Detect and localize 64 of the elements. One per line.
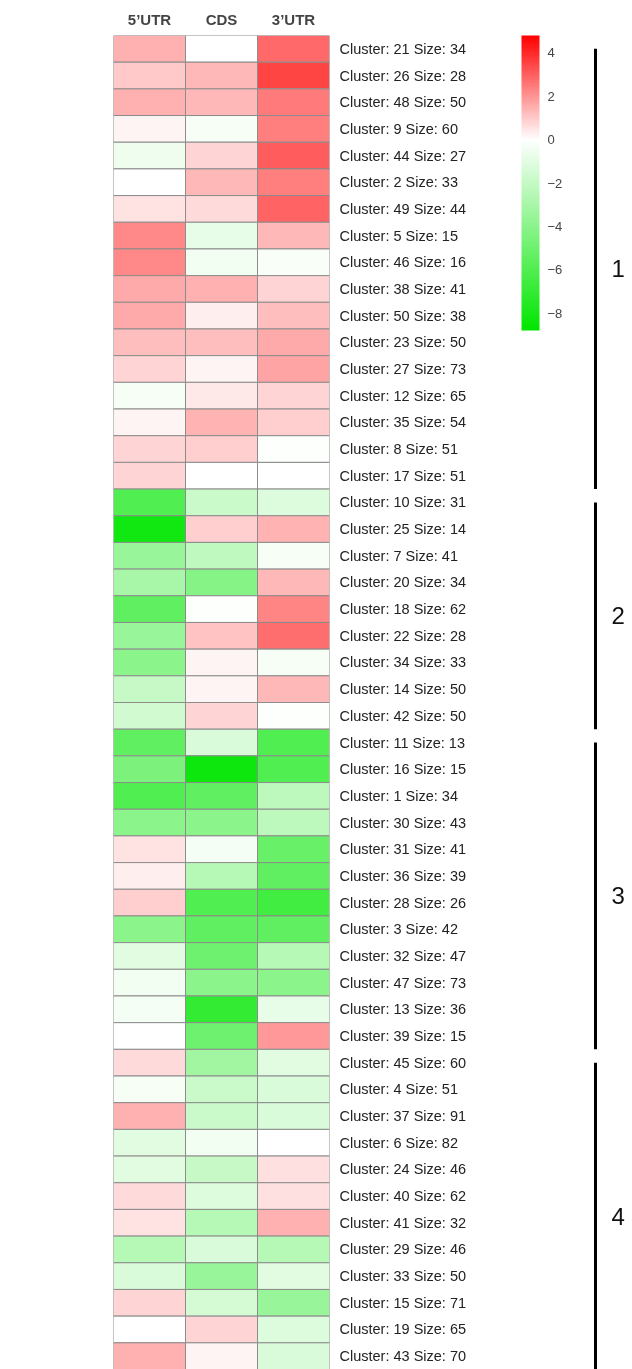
y-tick-label: Cluster: 19 Size: 65 <box>339 1321 467 1338</box>
y-tick-label: Cluster: 8 Size: 51 <box>339 441 458 458</box>
y-tick-label: Cluster: 23 Size: 50 <box>339 334 467 351</box>
x-tick-label: 5’UTR <box>127 10 172 28</box>
y-tick-label: Cluster: 34 Size: 33 <box>339 654 467 671</box>
text: 4 <box>611 1202 625 1230</box>
y-tick-label: Cluster: 49 Size: 44 <box>339 200 467 217</box>
y-tick-label: Cluster: 42 Size: 50 <box>339 707 467 724</box>
y-tick-label: Cluster: 29 Size: 46 <box>339 1241 467 1258</box>
y-tick-label: Cluster: 46 Size: 16 <box>339 254 467 271</box>
color-bar-label: −6 <box>547 262 563 278</box>
y-tick-label: Cluster: 9 Size: 60 <box>339 120 458 137</box>
y-tick-label: Cluster: 4 Size: 51 <box>339 1081 458 1098</box>
y-tick-label: Cluster: 27 Size: 73 <box>339 361 467 377</box>
y-tick-label: Cluster: 26 Size: 28 <box>339 67 467 84</box>
color-bar-label: 0 <box>547 132 555 148</box>
y-tick-label: Cluster: 40 Size: 62 <box>339 1188 467 1205</box>
y-tick-label: Cluster: 30 Size: 43 <box>339 814 467 831</box>
y-tick-label: Cluster: 28 Size: 26 <box>339 894 467 911</box>
y-tick-label: Cluster: 16 Size: 15 <box>339 761 467 778</box>
y-tick-label: Cluster: 12 Size: 65 <box>339 387 467 404</box>
color-bar-label: −8 <box>547 305 563 321</box>
color-bar-label: −4 <box>547 218 563 234</box>
y-tick-label: Cluster: 45 Size: 60 <box>339 1054 467 1071</box>
y-tick-label: Cluster: 17 Size: 51 <box>339 467 467 484</box>
y-tick-label: Cluster: 39 Size: 15 <box>339 1028 467 1044</box>
y-tick-label: Cluster: 13 Size: 36 <box>339 1001 467 1018</box>
y-tick-label: Cluster: 18 Size: 62 <box>339 601 467 618</box>
y-tick-label: Cluster: 33 Size: 50 <box>339 1268 467 1285</box>
text: 1 <box>611 255 625 283</box>
y-tick-label: Cluster: 48 Size: 50 <box>339 94 467 111</box>
y-tick-label: Cluster: 36 Size: 39 <box>339 867 467 884</box>
y-tick-label: Cluster: 20 Size: 34 <box>339 574 467 591</box>
y-tick-label: Cluster: 3 Size: 42 <box>339 921 458 938</box>
y-tick-label: Cluster: 6 Size: 82 <box>339 1134 458 1151</box>
y-tick-label: Cluster: 41 Size: 32 <box>339 1214 467 1231</box>
y-tick-label: Cluster: 32 Size: 47 <box>339 947 467 964</box>
y-tick-label: Cluster: 38 Size: 41 <box>339 280 467 297</box>
y-tick-label: Cluster: 43 Size: 70 <box>339 1348 467 1365</box>
color-bar-label: 4 <box>547 45 555 61</box>
y-tick-label: Cluster: 14 Size: 50 <box>339 681 467 698</box>
y-tick-label: Cluster: 50 Size: 38 <box>339 307 467 324</box>
y-tick-label: Cluster: 2 Size: 33 <box>339 174 458 191</box>
y-tick-label: Cluster: 44 Size: 27 <box>339 147 467 164</box>
y-tick-label: Cluster: 22 Size: 28 <box>339 627 467 644</box>
y-tick-label: Cluster: 11 Size: 13 <box>339 734 465 751</box>
y-tick-label: Cluster: 10 Size: 31 <box>339 494 467 511</box>
y-tick-label: Cluster: 47 Size: 73 <box>339 974 467 991</box>
y-tick-label: Cluster: 7 Size: 41 <box>339 547 458 564</box>
x-tick-label: 3’UTR <box>271 10 316 28</box>
y-tick-label: Cluster: 21 Size: 34 <box>339 40 467 57</box>
text: 3 <box>611 882 625 910</box>
color-bar-label: −2 <box>547 175 563 191</box>
y-tick-label: Cluster: 35 Size: 54 <box>339 414 467 431</box>
y-tick-label: Cluster: 37 Size: 91 <box>339 1108 467 1125</box>
color-bar-label: 2 <box>547 88 555 104</box>
text: 2 <box>611 602 625 630</box>
y-tick-label: Cluster: 25 Size: 14 <box>339 521 467 538</box>
y-tick-label: Cluster: 24 Size: 46 <box>339 1161 467 1178</box>
y-tick-label: Cluster: 31 Size: 41 <box>339 841 467 858</box>
y-tick-label: Cluster: 1 Size: 34 <box>339 787 458 804</box>
x-tick-label: CDS <box>205 10 238 28</box>
y-tick-label: Cluster: 15 Size: 71 <box>339 1294 467 1311</box>
y-tick-label: Cluster: 5 Size: 15 <box>339 227 458 244</box>
